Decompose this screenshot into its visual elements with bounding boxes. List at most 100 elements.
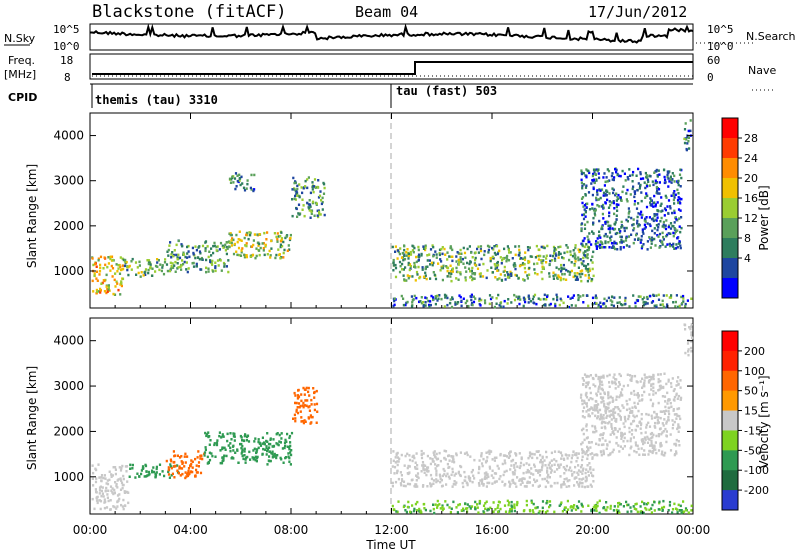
echo-cell — [573, 484, 576, 487]
echo-cell — [634, 444, 638, 447]
echo-cell — [155, 471, 158, 474]
echo-cell — [590, 508, 593, 512]
echo-cell — [680, 396, 683, 400]
echo-cell — [568, 479, 571, 482]
echo-cell — [538, 510, 541, 513]
echo-cell — [629, 411, 632, 414]
echo-cell — [438, 294, 441, 297]
echo-cell — [617, 505, 620, 508]
echo-cell — [621, 303, 624, 307]
echo-cell — [676, 181, 680, 184]
echo-cell — [250, 188, 253, 191]
echo-cell — [493, 472, 496, 475]
echo-cell — [409, 510, 412, 514]
echo-cell — [631, 180, 634, 183]
echo-cell — [686, 299, 689, 302]
echo-cell — [588, 386, 591, 390]
nave-tick-top: 60 — [707, 54, 720, 67]
echo-cell — [222, 246, 225, 249]
echo-cell — [484, 502, 487, 505]
echo-cell — [666, 205, 669, 208]
echo-cell — [304, 420, 307, 423]
echo-cell — [526, 470, 530, 474]
echo-cell — [103, 279, 106, 283]
echo-cell — [647, 381, 651, 384]
echo-cell — [415, 509, 418, 512]
echo-cell — [550, 469, 553, 472]
echo-cell — [634, 301, 637, 305]
echo-cell — [190, 459, 193, 462]
echo-cell — [206, 433, 209, 436]
echo-cell — [547, 481, 550, 484]
echo-cell — [584, 210, 587, 214]
echo-cell — [293, 391, 296, 395]
echo-cell — [412, 250, 415, 254]
echo-cell — [650, 301, 653, 304]
echo-cell — [664, 245, 667, 248]
echo-cell — [616, 209, 619, 212]
echo-cell — [393, 303, 396, 307]
echo-cell — [225, 241, 228, 244]
echo-cell — [663, 168, 666, 171]
echo-cell — [648, 449, 651, 453]
echo-cell — [659, 303, 662, 307]
echo-cell — [319, 190, 322, 193]
echo-cell — [531, 452, 534, 456]
echo-cell — [309, 191, 312, 195]
echo-cell — [663, 418, 666, 421]
echo-cell — [232, 181, 235, 184]
echo-cell — [394, 480, 398, 484]
echo-cell — [450, 455, 453, 458]
echo-cell — [199, 471, 203, 475]
echo-cell — [396, 463, 399, 467]
colorbar-swatch — [722, 278, 738, 299]
echo-cell — [264, 243, 267, 247]
echo-cell — [590, 258, 593, 262]
echo-cell — [572, 505, 575, 509]
echo-cell — [221, 456, 224, 459]
echo-cell — [657, 298, 661, 301]
echo-cell — [618, 228, 621, 231]
echo-cell — [613, 432, 616, 436]
echo-cell — [467, 476, 470, 480]
echo-cell — [599, 301, 602, 304]
echo-cell — [143, 475, 146, 478]
echo-cell — [298, 213, 301, 216]
echo-cell — [580, 181, 583, 184]
echo-cell — [600, 380, 603, 384]
echo-cell — [255, 456, 259, 460]
echo-cell — [136, 472, 139, 475]
echo-cell — [595, 168, 598, 171]
echo-cell — [598, 205, 601, 208]
echo-cell — [415, 255, 418, 259]
echo-cell — [528, 297, 531, 301]
echo-cell — [180, 455, 183, 458]
echo-cell — [422, 484, 425, 487]
echo-cell — [266, 463, 269, 466]
echo-cell — [644, 301, 648, 304]
echo-cell — [665, 305, 668, 309]
echo-cell — [301, 420, 304, 423]
echo-cell — [631, 223, 634, 227]
echo-cell — [299, 404, 302, 408]
echo-cell — [413, 246, 416, 250]
echo-cell — [296, 215, 299, 218]
echo-cell — [506, 499, 509, 503]
echo-cell — [462, 507, 465, 510]
echo-cell — [392, 264, 395, 267]
echo-cell — [120, 284, 123, 288]
echo-cell — [122, 258, 125, 262]
echo-cell — [152, 466, 155, 469]
echo-cell — [662, 305, 665, 309]
echo-cell — [276, 232, 279, 235]
echo-cell — [650, 377, 653, 381]
echo-cell — [650, 436, 653, 440]
echo-cell — [233, 432, 236, 436]
echo-cell — [267, 442, 271, 446]
echo-cell — [289, 451, 292, 454]
echo-cell — [486, 456, 489, 459]
echo-cell — [641, 398, 644, 401]
echo-cell — [105, 482, 108, 485]
echo-cell — [197, 256, 200, 259]
